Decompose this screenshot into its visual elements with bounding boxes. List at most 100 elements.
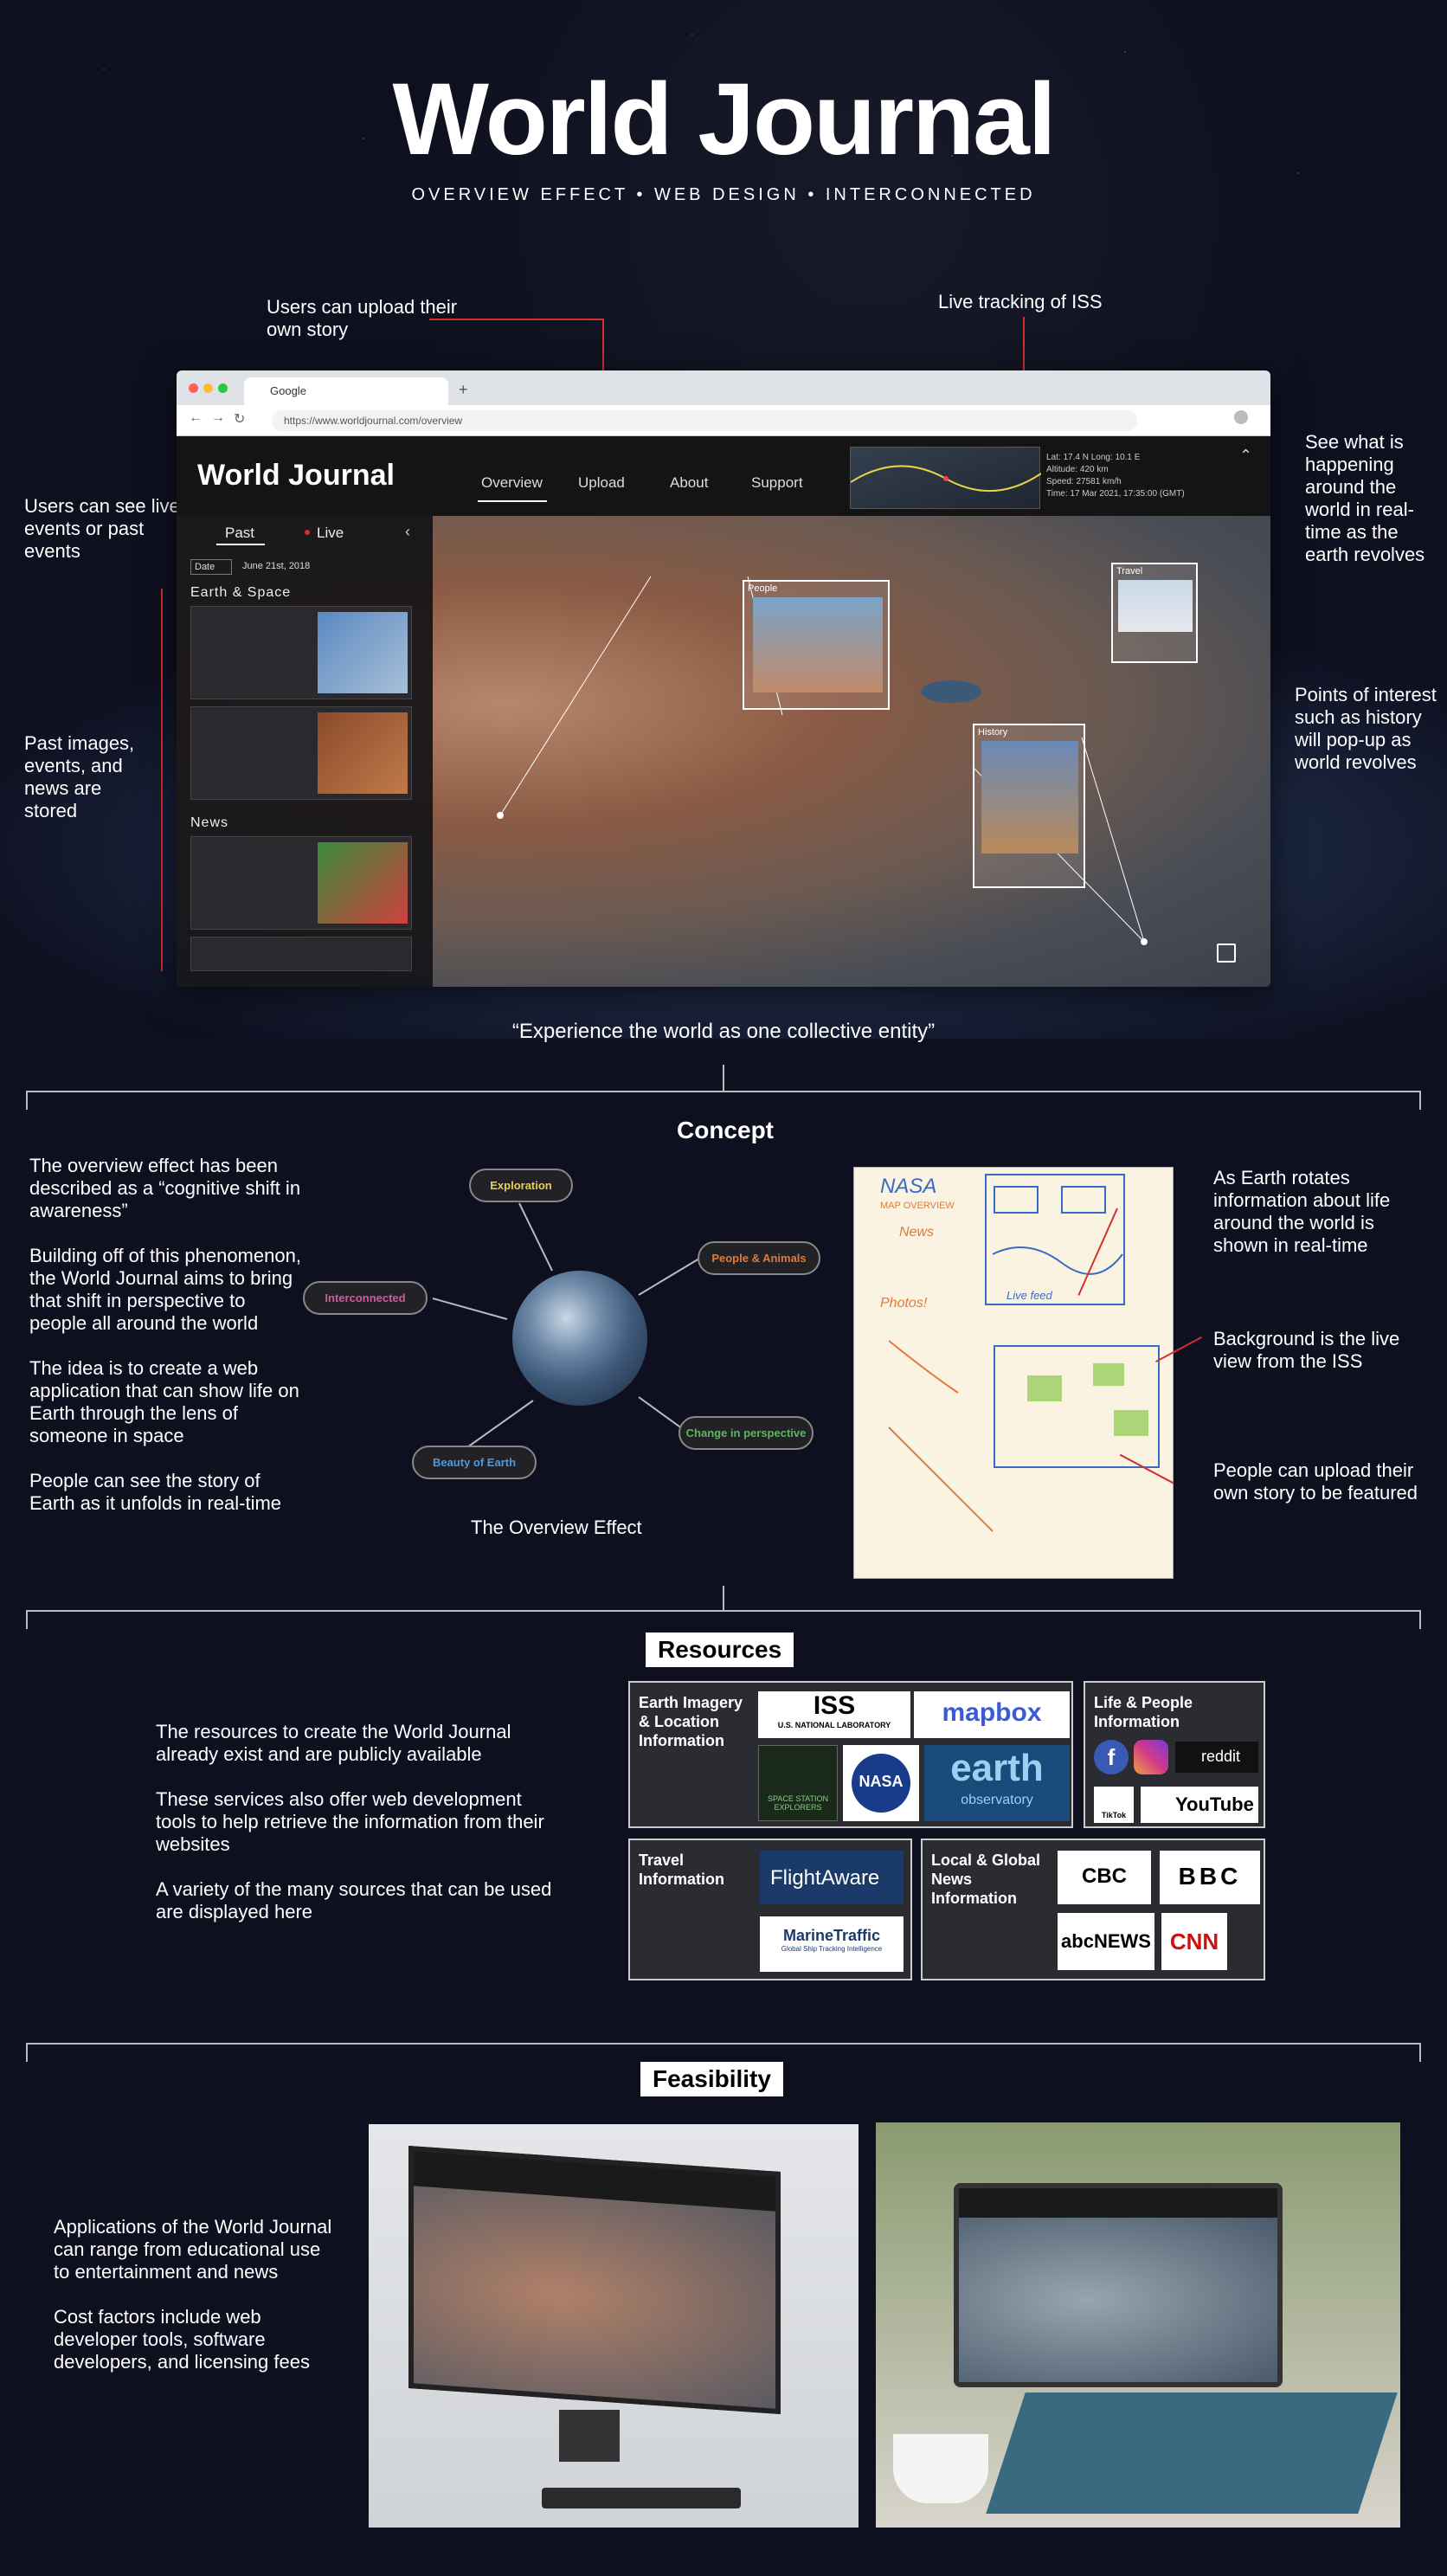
resource-box-news: Local & Global News Information CBC BBC … — [921, 1839, 1265, 1980]
ruins-photo — [981, 741, 1078, 853]
new-tab-icon[interactable]: + — [459, 381, 468, 398]
cnn-logo[interactable]: CNN — [1161, 1913, 1227, 1970]
section-news: News — [190, 815, 229, 830]
section-earth-space: Earth & Space — [190, 585, 292, 600]
iss-altitude: Altitude: 420 km — [1046, 465, 1109, 474]
sketch-note-1: As Earth rotates information about life … — [1213, 1167, 1391, 1256]
laptop-keyboard — [986, 2392, 1398, 2514]
people-photo — [753, 597, 883, 692]
iss-logo-text: ISS — [813, 1691, 856, 1720]
keyboard — [542, 2488, 741, 2508]
earth-logo-text: earth — [950, 1747, 1044, 1789]
sketch-note-2: Background is the live view from the ISS — [1213, 1328, 1400, 1372]
close-dot-icon[interactable] — [189, 383, 198, 393]
wireframe-sketch: NASA MAP OVERVIEW News Photos! Live feed — [853, 1167, 1174, 1579]
mapbox-logo[interactable]: mapbox — [914, 1691, 1070, 1738]
nav-upload[interactable]: Upload — [578, 474, 625, 491]
cbc-logo[interactable]: CBC — [1058, 1851, 1151, 1904]
list-item[interactable] — [190, 937, 412, 971]
poi-card-history[interactable]: History — [973, 724, 1085, 888]
section-bracket — [26, 1610, 1421, 1629]
app-header — [177, 436, 1270, 516]
resources-para: A variety of the many sources that can b… — [156, 1878, 552, 1922]
satellite-thumbnail — [318, 612, 408, 693]
forward-icon[interactable]: → — [211, 410, 225, 425]
resource-box-title: Travel Information — [639, 1852, 724, 1888]
nav-support[interactable]: Support — [751, 474, 803, 491]
poi-label-history: History — [978, 727, 1008, 737]
nav-about[interactable]: About — [670, 474, 709, 491]
airplane-photo — [1118, 580, 1193, 632]
sketch-news: News — [899, 1225, 935, 1240]
instagram-icon[interactable] — [1134, 1740, 1168, 1774]
callout-upload: Users can upload their own story — [267, 296, 458, 340]
tab-active-indicator — [216, 544, 265, 545]
node-change-perspective: Change in perspective — [678, 1416, 814, 1450]
resource-box-title: Earth Imagery & Location Information — [639, 1694, 743, 1749]
bbc-logo[interactable]: BBC — [1160, 1851, 1260, 1904]
app-logo[interactable]: World Journal — [197, 459, 395, 492]
browser-mockup: Google + ← → ↻ https://www.worldjournal.… — [177, 370, 1270, 987]
sketch-live-feed: Live feed — [1006, 1289, 1052, 1302]
list-item[interactable] — [190, 606, 412, 699]
tab-live[interactable]: Live — [317, 525, 344, 541]
tab-past[interactable]: Past — [225, 525, 255, 541]
iss-info: Lat: 17.4 N Long: 10.1 E Altitude: 420 k… — [1046, 452, 1185, 500]
profile-icon[interactable] — [1234, 410, 1248, 424]
nasa-logo-tile[interactable]: NASA — [843, 1745, 919, 1821]
callout-live-past: Users can see live events or past events — [24, 495, 180, 562]
news-thumbnail — [318, 842, 408, 924]
back-icon[interactable]: ← — [189, 410, 203, 425]
facebook-icon[interactable]: f — [1094, 1740, 1129, 1774]
feasibility-text: Applications of the World Journal can ra… — [54, 2216, 339, 2373]
reddit-logo[interactable]: reddit — [1175, 1742, 1258, 1773]
concept-heading: Concept — [677, 1117, 774, 1143]
fullscreen-icon[interactable] — [1217, 943, 1236, 963]
url-input[interactable]: https://www.worldjournal.com/overview — [272, 410, 1137, 431]
marinetraffic-subtext: Global Ship Tracking Intelligence — [781, 1945, 883, 1953]
poi-card-people[interactable]: People — [743, 580, 890, 710]
iss-latlong: Lat: 17.4 N Long: 10.1 E — [1046, 453, 1141, 462]
iss-speed: Speed: 27581 km/h — [1046, 477, 1122, 486]
section-bracket — [26, 1091, 1421, 1110]
node-people-animals: People & Animals — [698, 1241, 820, 1275]
laptop-mockup-photo — [876, 2122, 1400, 2528]
list-item[interactable] — [190, 836, 412, 930]
minimize-dot-icon[interactable] — [203, 383, 213, 393]
sketch-map-overview: MAP OVERVIEW — [880, 1201, 955, 1211]
concept-para: Building off of this phenomenon, the Wor… — [29, 1245, 301, 1334]
marinetraffic-logo[interactable]: MarineTraffic Global Ship Tracking Intel… — [760, 1916, 904, 1972]
station-explorers-logo[interactable]: SPACE STATION EXPLORERS — [758, 1745, 838, 1821]
nav-overview[interactable]: Overview — [481, 474, 543, 491]
chevron-left-icon[interactable]: ‹ — [405, 523, 410, 540]
list-item[interactable] — [190, 706, 412, 800]
maximize-dot-icon[interactable] — [218, 383, 228, 393]
callout-iss: Live tracking of ISS — [938, 291, 1103, 312]
earth-observatory-logo[interactable]: earth observatory — [924, 1745, 1070, 1821]
iss-lab-logo[interactable]: ISS U.S. NATIONAL LABORATORY — [758, 1691, 910, 1738]
flightaware-logo[interactable]: FlightAware — [760, 1851, 904, 1904]
feasibility-heading: Feasibility — [640, 2062, 783, 2096]
date-label: June 21st, 2018 — [242, 561, 311, 571]
youtube-logo[interactable]: YouTube — [1141, 1787, 1258, 1823]
iss-time: Time: 17 Mar 2021, 17:35:00 (GMT) — [1046, 489, 1185, 499]
browser-tab[interactable]: Google — [244, 377, 448, 405]
node-interconnected: Interconnected — [303, 1281, 428, 1315]
nav-active-indicator — [478, 500, 547, 502]
iss-tracker-map[interactable] — [850, 447, 1042, 509]
tiktok-logo[interactable]: TikTok — [1094, 1787, 1134, 1823]
poi-label-people: People — [748, 583, 778, 594]
abc-news-logo[interactable]: abcNEWS — [1058, 1913, 1154, 1970]
collapse-icon[interactable]: ⌃ — [1239, 447, 1253, 464]
monitor-screen — [414, 2186, 775, 2409]
resources-heading: Resources — [646, 1633, 794, 1667]
nasa-logo: NASA — [852, 1754, 910, 1813]
resource-box-title: Local & Global News Information — [931, 1852, 1041, 1907]
date-select[interactable]: Date — [190, 559, 232, 575]
resource-box-title: Life & People Information — [1094, 1694, 1193, 1730]
reload-icon[interactable]: ↻ — [234, 412, 246, 427]
poi-card-travel[interactable]: Travel — [1111, 563, 1198, 663]
divider — [723, 1586, 724, 1612]
side-panel: Past Live ‹ Date June 21st, 2018 Earth &… — [177, 516, 433, 987]
poi-label-travel: Travel — [1116, 566, 1143, 576]
